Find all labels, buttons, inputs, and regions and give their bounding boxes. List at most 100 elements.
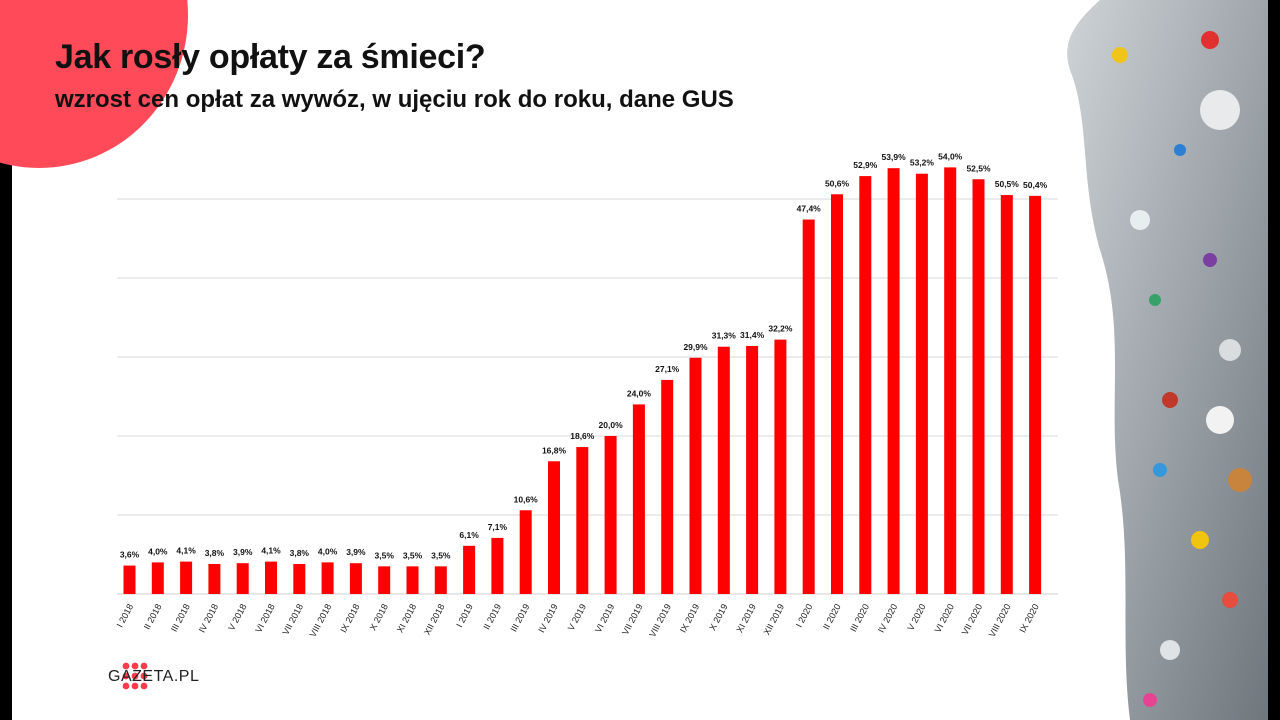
chart-bar xyxy=(689,357,702,594)
chart-x-tick-label: III 2018 xyxy=(169,602,192,633)
chart-x-tick-label: VII 2020 xyxy=(960,602,985,636)
chart-x-tick-label: III 2019 xyxy=(509,602,532,633)
chart-x-tick-label: XII 2019 xyxy=(762,602,787,636)
chart-bar xyxy=(406,566,419,594)
chart-value-label: 47,4% xyxy=(797,204,822,214)
chart-x-tick-label: IV 2018 xyxy=(197,602,220,634)
garbage-photo xyxy=(1067,0,1268,720)
chart-value-label: 50,5% xyxy=(995,179,1020,189)
chart-value-labels: 3,6% 4,0% 4,1% 3,8% 3,9% 4,1% 3,8% 4,0% 3,9% 3,5%… xyxy=(120,151,1048,560)
chart-value-label: 29,9% xyxy=(683,342,708,352)
chart-bar xyxy=(1029,195,1042,594)
chart-bar xyxy=(972,179,985,594)
chart-x-tick-label: IV 2020 xyxy=(876,602,899,634)
chart-value-label: 32,2% xyxy=(768,324,793,334)
chart-x-tick-labels: I 2018 II 2018 III 2018 IV 2018 V 2018 VI 201… xyxy=(115,602,1041,639)
chart-value-label: 4,1% xyxy=(176,546,196,556)
chart-bar xyxy=(208,563,221,594)
chart-x-tick-label: VIII 2019 xyxy=(647,602,673,639)
chart-value-label: 3,6% xyxy=(120,550,140,560)
chart-bar xyxy=(746,345,759,594)
chart-value-label: 4,1% xyxy=(261,546,281,556)
chart-x-tick-label: XI 2018 xyxy=(395,602,418,634)
chart-bar xyxy=(774,339,787,594)
chart-bar xyxy=(915,173,928,594)
chart-bar xyxy=(151,562,164,594)
chart-bar xyxy=(321,562,334,594)
chart-value-label: 10,6% xyxy=(514,494,539,504)
chart-value-label: 53,2% xyxy=(910,158,935,168)
chart-bar xyxy=(519,510,532,594)
chart-bar xyxy=(661,379,674,594)
chart-value-label: 4,0% xyxy=(148,546,168,556)
chart-value-label: 4,0% xyxy=(318,546,338,556)
chart-bar xyxy=(123,565,136,594)
chart-x-tick-label: VI 2018 xyxy=(253,602,276,634)
chart-value-label: 52,5% xyxy=(966,163,991,173)
chart-x-tick-label: VII 2018 xyxy=(280,602,305,636)
chart-bar xyxy=(802,219,815,595)
chart-x-tick-label: VI 2019 xyxy=(593,602,616,634)
left-frame-border xyxy=(0,0,12,720)
chart-x-tick-label: V 2020 xyxy=(905,602,927,632)
chart-value-label: 18,6% xyxy=(570,431,595,441)
chart-x-tick-label: VI 2020 xyxy=(933,602,956,634)
chart-value-label: 53,9% xyxy=(882,152,907,162)
chart-bar xyxy=(632,404,645,594)
chart-title: Jak rosły opłaty za śmieci? xyxy=(55,38,486,76)
chart-x-tick-label: I 2018 xyxy=(115,602,136,629)
chart-value-label: 50,4% xyxy=(1023,180,1048,190)
chart-x-tick-label: X 2018 xyxy=(368,602,390,632)
decorative-red-circle xyxy=(0,0,188,168)
chart-value-label: 3,5% xyxy=(403,550,423,560)
chart-bar xyxy=(548,461,560,594)
chart-value-label: 3,5% xyxy=(375,550,395,560)
chart-value-label: 3,8% xyxy=(290,548,310,558)
chart-value-label: 27,1% xyxy=(655,364,680,374)
chart-bar xyxy=(349,563,362,594)
chart-x-tick-label: I 2019 xyxy=(454,602,475,629)
chart-value-label: 24,0% xyxy=(627,388,652,398)
chart-value-label: 52,9% xyxy=(853,160,878,170)
chart-x-tick-label: II 2020 xyxy=(821,602,843,631)
chart-x-tick-label: III 2020 xyxy=(848,602,871,633)
chart-bar xyxy=(1000,195,1013,595)
chart-value-label: 54,0% xyxy=(938,151,963,161)
chart-x-tick-label: VIII 2018 xyxy=(308,602,334,639)
bar-chart: 3,6% 4,0% 4,1% 3,8% 3,9% 4,1% 3,8% 4,0% 3,9% 3,5%… xyxy=(115,151,1058,639)
chart-x-tick-label: VII 2019 xyxy=(620,602,645,636)
chart-x-tick-label: IX 2019 xyxy=(678,602,701,634)
chart-value-label: 31,3% xyxy=(712,331,737,341)
chart-x-tick-label: II 2018 xyxy=(142,602,164,631)
chart-bar xyxy=(859,176,872,594)
chart-bar xyxy=(265,561,277,594)
chart-value-label: 31,4% xyxy=(740,330,765,340)
gazeta-logo-icon xyxy=(122,662,148,690)
chart-value-label: 3,8% xyxy=(205,548,225,558)
chart-value-label: 6,1% xyxy=(459,530,479,540)
chart-bar xyxy=(576,447,589,594)
brand-name: GAZETA.PL xyxy=(108,668,200,685)
chart-bar xyxy=(944,167,957,594)
chart-x-tick-label: V 2018 xyxy=(226,602,248,632)
chart-x-tick-label: I 2020 xyxy=(794,602,815,629)
chart-x-tick-label: VIII 2020 xyxy=(987,602,1013,639)
chart-bars xyxy=(123,167,1042,595)
chart-value-label: 50,6% xyxy=(825,178,850,188)
chart-subtitle: wzrost cen opłat za wywóz, w ujęciu rok … xyxy=(55,86,734,113)
chart-x-tick-label: IX 2020 xyxy=(1017,602,1040,634)
chart-x-tick-label: X 2019 xyxy=(707,602,729,632)
chart-bar xyxy=(378,566,391,594)
chart-bar xyxy=(434,566,447,594)
chart-bar xyxy=(831,194,843,594)
chart-x-tick-label: XII 2018 xyxy=(422,602,447,636)
chart-x-tick-label: IV 2019 xyxy=(536,602,559,634)
chart-value-label: 20,0% xyxy=(599,420,624,430)
chart-bar xyxy=(491,537,504,594)
chart-bar xyxy=(463,545,476,594)
chart-bar xyxy=(887,168,900,594)
chart-x-tick-label: II 2019 xyxy=(481,602,503,631)
chart-value-label: 3,9% xyxy=(346,547,366,557)
chart-value-label: 16,8% xyxy=(542,445,567,455)
chart-bar xyxy=(604,436,617,594)
